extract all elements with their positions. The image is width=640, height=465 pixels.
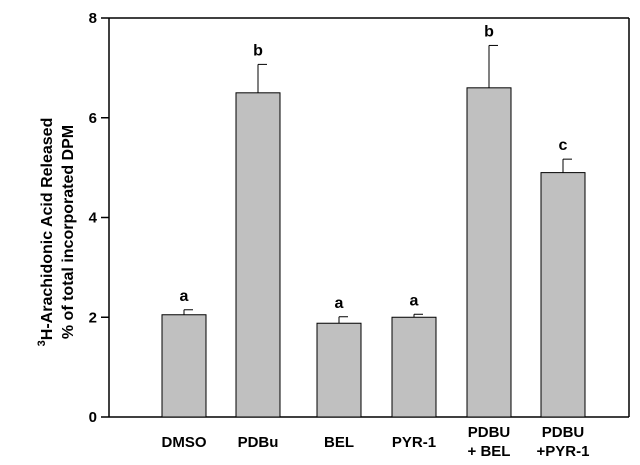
bar: [161, 314, 207, 418]
y-tick-label: 4: [89, 210, 98, 227]
y-tick-label: 0: [89, 409, 97, 426]
significance-label: a: [410, 292, 419, 309]
x-tick-label: PDBU: [468, 424, 511, 441]
significance-label: a: [335, 295, 344, 312]
significance-label: b: [484, 23, 494, 40]
x-tick-label: +PYR-1: [537, 443, 590, 460]
bar: [391, 316, 437, 418]
y-axis-title: 3H-Arachidonic Acid Released % of total …: [36, 118, 77, 347]
x-tick-label: DMSO: [162, 434, 207, 451]
bar: [540, 172, 586, 418]
significance-label: a: [180, 288, 189, 305]
bar: [235, 92, 281, 418]
significance-label: c: [559, 137, 568, 154]
y-axis-title-line2: % of total incorporated DPM: [60, 125, 77, 339]
x-tick-label: PDBu: [238, 434, 279, 451]
y-axis-title-superscript: 3: [36, 340, 48, 346]
x-tick-label: BEL: [324, 434, 354, 451]
y-tick-label: 2: [89, 309, 97, 326]
bar: [466, 87, 512, 418]
svg-text:3H-Arachidonic Acid Released: 3H-Arachidonic Acid Released: [36, 118, 56, 347]
significance-label: b: [253, 42, 263, 59]
x-tick-label: + BEL: [468, 443, 511, 460]
x-tick-label: PDBU: [542, 424, 585, 441]
y-axis-title-line1: H-Arachidonic Acid Released: [39, 118, 56, 341]
y-tick-label: 8: [89, 10, 97, 27]
bar: [316, 322, 362, 418]
y-tick-label: 6: [89, 110, 97, 127]
plot-area: 0 2 4 6 8 a DMSO b PDBu a BEL a PYR-1 b PDBU + BEL c PDBU…: [89, 10, 630, 460]
x-tick-label: PYR-1: [392, 434, 436, 451]
